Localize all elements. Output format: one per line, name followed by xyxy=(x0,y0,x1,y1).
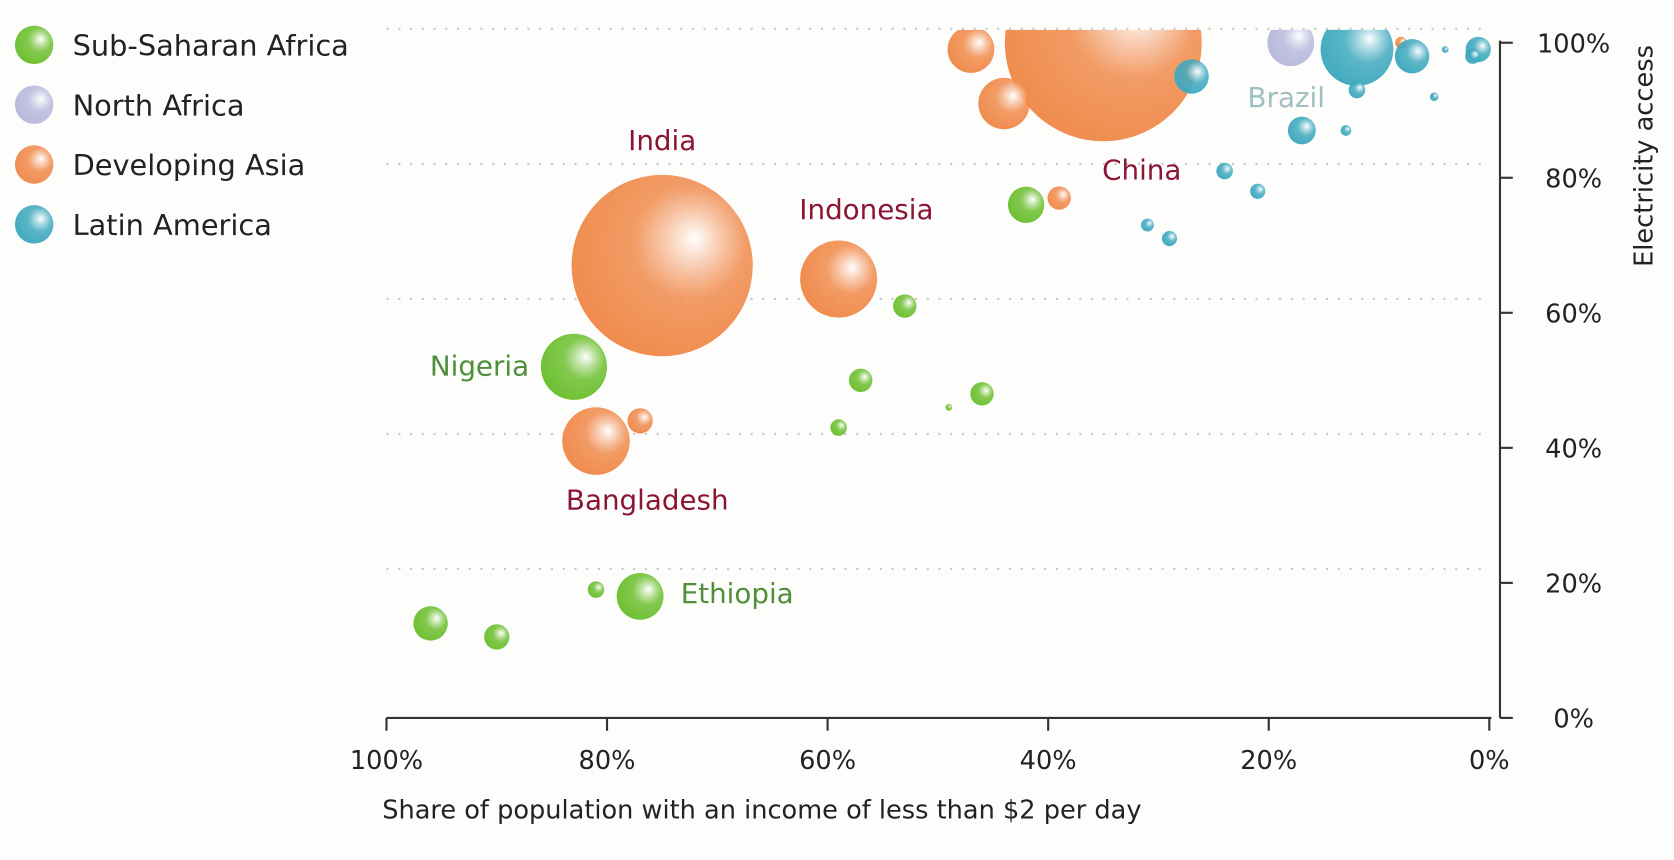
y-tick-label: 20% xyxy=(1545,569,1602,599)
bubble-developing-asia-china xyxy=(1004,29,1202,142)
bubble-sub-saharan-africa xyxy=(413,606,448,641)
bubble-developing-asia xyxy=(947,29,995,73)
bubble-developing-asia-india xyxy=(571,174,753,357)
bubble-label-bangladesh: Bangladesh xyxy=(566,483,729,516)
bubble-developing-asia xyxy=(627,408,653,434)
axes: 100% 80% 60% 40% 20% 0% 0% 20% 40% 60% 80% 100% Shar… xyxy=(350,29,1660,825)
x-tick-label: 20% xyxy=(1240,746,1297,776)
bubble-developing-asia xyxy=(978,77,1030,130)
legend-swatch-sub-saharan-africa xyxy=(14,25,54,65)
bubble-latin-america xyxy=(1287,116,1316,145)
bubble-north-africa xyxy=(1267,29,1315,67)
bubble-latin-america xyxy=(1429,92,1439,102)
x-tick-label: 40% xyxy=(1020,746,1077,776)
bubble-latin-america xyxy=(1340,125,1352,136)
x-axis-title: Share of population with an income of le… xyxy=(382,795,1141,825)
bubble-developing-asia xyxy=(1047,186,1071,210)
bubble-labels: Nigeria Ethiopia India Indonesia Bangladesh C… xyxy=(430,81,1325,610)
legend-label: North Africa xyxy=(73,88,245,122)
bubble-latin-america xyxy=(1465,48,1481,64)
y-tick-label: 80% xyxy=(1545,164,1602,194)
bubble-latin-america xyxy=(1216,162,1233,180)
legend-swatch-north-africa xyxy=(14,85,54,124)
y-tick-label: 40% xyxy=(1545,434,1602,464)
bubble-latin-america xyxy=(1250,183,1266,199)
bubble-label-india: India xyxy=(628,124,696,157)
bubble-sub-saharan-africa xyxy=(893,294,917,318)
y-tick-label: 0% xyxy=(1553,705,1594,735)
bubble-latin-america xyxy=(1161,230,1178,247)
legend-label: Latin America xyxy=(73,208,272,242)
bubble-label-ethiopia: Ethiopia xyxy=(681,577,794,610)
legend-swatch-latin-america xyxy=(14,205,54,244)
legend: Sub-Saharan Africa North Africa Developing… xyxy=(14,25,349,244)
bubble-latin-america xyxy=(1394,39,1430,74)
y-tick-label: 60% xyxy=(1545,299,1602,329)
legend-label: Developing Asia xyxy=(73,148,306,182)
bubble-label-brazil: Brazil xyxy=(1248,81,1325,114)
bubble-sub-saharan-africa xyxy=(830,419,847,436)
bubble-sub-saharan-africa xyxy=(945,403,953,411)
x-tick-label: 60% xyxy=(799,746,856,776)
bubble-latin-america xyxy=(1348,81,1366,99)
y-axis-title: Electricity access xyxy=(1630,45,1660,267)
bubble-label-china: China xyxy=(1102,153,1181,186)
bubbles xyxy=(413,29,1491,650)
x-tick-label: 80% xyxy=(579,746,636,776)
bubble-developing-asia-bangladesh xyxy=(562,407,630,475)
bubble-sub-saharan-africa-ethiopia xyxy=(616,572,664,620)
legend-label: Sub-Saharan Africa xyxy=(73,29,349,63)
bubble-sub-saharan-africa xyxy=(587,581,605,598)
bubble-sub-saharan-africa xyxy=(970,382,994,406)
y-tick-label: 100% xyxy=(1537,29,1610,59)
x-tick-label: 100% xyxy=(350,746,423,776)
bubble-latin-america xyxy=(1174,59,1209,94)
bubble-latin-america-brazil xyxy=(1320,29,1394,86)
bubble-label-indonesia: Indonesia xyxy=(799,193,933,226)
bubble-sub-saharan-africa xyxy=(848,368,873,393)
bubble-developing-asia-indonesia xyxy=(800,240,878,318)
bubble-sub-saharan-africa-nigeria xyxy=(540,333,608,400)
bubble-sub-saharan-africa xyxy=(484,624,510,650)
bubble-sub-saharan-africa xyxy=(1007,186,1045,223)
bubble-latin-america xyxy=(1141,218,1154,232)
bubble-latin-america xyxy=(1441,46,1449,53)
x-tick-label: 0% xyxy=(1469,746,1510,776)
legend-swatch-developing-asia xyxy=(14,145,54,184)
bubble-label-nigeria: Nigeria xyxy=(430,349,529,382)
